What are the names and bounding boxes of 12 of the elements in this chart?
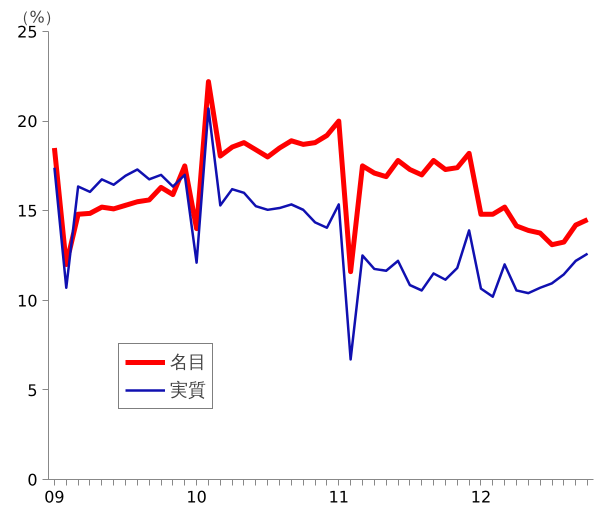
y-tick-label: 5 <box>27 380 38 400</box>
legend-label: 名目 <box>170 351 206 374</box>
legend-label: 実質 <box>170 379 206 402</box>
x-tick-label: 09 <box>44 488 65 506</box>
y-tick-label: 20 <box>17 112 38 132</box>
x-tick-label: 10 <box>186 488 207 506</box>
y-axis-title: （%） <box>14 8 61 26</box>
y-tick-label: 15 <box>17 202 38 221</box>
x-tick-label: 12 <box>470 488 492 506</box>
x-tick-label: 11 <box>328 488 349 506</box>
y-tick-label: 0 <box>27 470 38 490</box>
y-tick-label: 10 <box>17 291 38 310</box>
